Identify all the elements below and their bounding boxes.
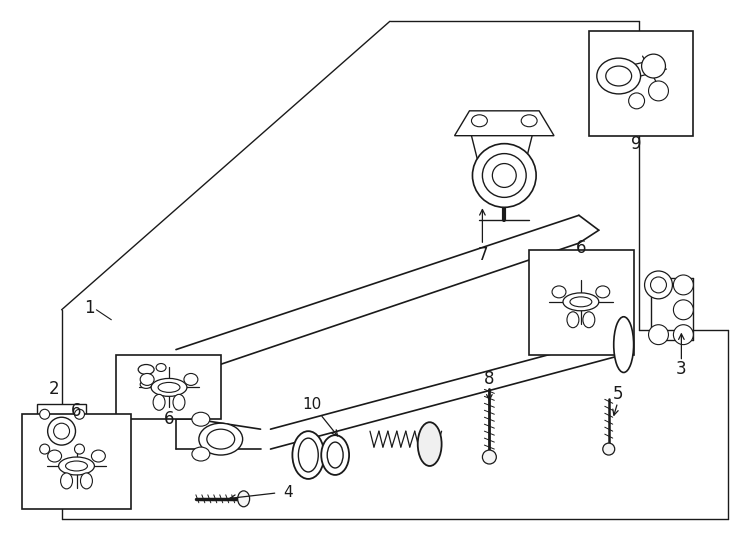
Ellipse shape: [471, 115, 487, 127]
Ellipse shape: [140, 380, 152, 388]
Ellipse shape: [673, 300, 694, 320]
Ellipse shape: [552, 286, 566, 298]
Ellipse shape: [603, 443, 614, 455]
Ellipse shape: [61, 473, 73, 489]
Ellipse shape: [75, 409, 84, 419]
Ellipse shape: [192, 412, 210, 426]
Ellipse shape: [158, 382, 180, 393]
Ellipse shape: [673, 325, 694, 345]
Ellipse shape: [48, 450, 62, 462]
Ellipse shape: [473, 144, 536, 207]
Ellipse shape: [596, 286, 610, 298]
Ellipse shape: [75, 444, 84, 454]
Ellipse shape: [40, 409, 50, 419]
Bar: [589, 31, 694, 136]
Ellipse shape: [184, 374, 198, 386]
Ellipse shape: [570, 297, 592, 307]
Ellipse shape: [521, 115, 537, 127]
Ellipse shape: [649, 325, 669, 345]
Ellipse shape: [153, 394, 165, 410]
Text: 4: 4: [283, 485, 293, 501]
Bar: [529, 250, 633, 355]
Bar: [116, 355, 221, 419]
Text: 5: 5: [612, 386, 623, 403]
Text: 8: 8: [484, 370, 495, 388]
Ellipse shape: [321, 435, 349, 475]
Ellipse shape: [649, 81, 669, 101]
Ellipse shape: [563, 293, 599, 311]
Ellipse shape: [48, 417, 76, 445]
Ellipse shape: [40, 444, 50, 454]
Ellipse shape: [138, 364, 154, 374]
Ellipse shape: [199, 423, 243, 455]
Ellipse shape: [192, 447, 210, 461]
Ellipse shape: [482, 153, 526, 198]
Ellipse shape: [54, 423, 70, 439]
Ellipse shape: [59, 457, 95, 475]
Ellipse shape: [567, 312, 579, 328]
Text: 6: 6: [575, 239, 586, 257]
Ellipse shape: [628, 93, 644, 109]
Ellipse shape: [156, 363, 166, 372]
Ellipse shape: [140, 374, 154, 386]
Ellipse shape: [327, 442, 343, 468]
Ellipse shape: [650, 277, 666, 293]
Ellipse shape: [292, 431, 324, 479]
Ellipse shape: [614, 317, 633, 373]
Ellipse shape: [482, 450, 496, 464]
Polygon shape: [454, 111, 554, 136]
Ellipse shape: [298, 438, 319, 472]
Bar: [22, 414, 131, 509]
Ellipse shape: [65, 461, 87, 471]
Bar: [37, 404, 87, 459]
Ellipse shape: [238, 491, 250, 507]
Text: 6: 6: [164, 410, 174, 428]
Ellipse shape: [81, 473, 92, 489]
Ellipse shape: [673, 275, 694, 295]
Ellipse shape: [493, 164, 516, 187]
Ellipse shape: [173, 394, 185, 410]
Ellipse shape: [606, 66, 632, 86]
Ellipse shape: [644, 271, 672, 299]
Text: 2: 2: [48, 380, 59, 399]
Ellipse shape: [92, 450, 106, 462]
Text: 3: 3: [676, 361, 687, 379]
Ellipse shape: [418, 422, 442, 466]
Text: 6: 6: [71, 402, 81, 420]
Text: 7: 7: [477, 246, 487, 264]
Text: 9: 9: [631, 134, 642, 153]
Ellipse shape: [583, 312, 595, 328]
Ellipse shape: [207, 429, 235, 449]
Ellipse shape: [151, 379, 187, 396]
Text: 10: 10: [302, 397, 322, 412]
Text: 1: 1: [84, 299, 95, 317]
Ellipse shape: [642, 54, 666, 78]
Ellipse shape: [597, 58, 641, 94]
